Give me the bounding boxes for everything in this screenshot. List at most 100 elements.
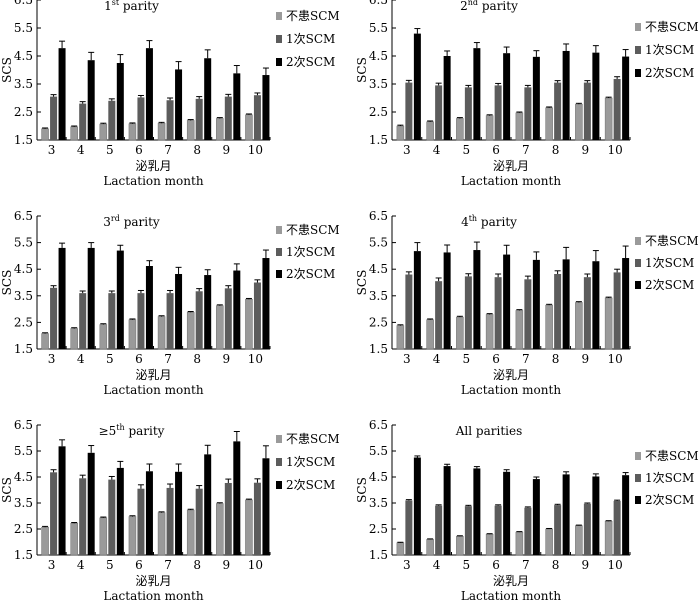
bar-twice-5 bbox=[473, 48, 481, 140]
panel-4: 1.5 2.5 3.5 4.5 5.5 6.5 SCS 3 4 5 6 7 8 9 10 泌乳月Lactati… bbox=[355, 209, 699, 397]
bar-once-10 bbox=[613, 78, 621, 140]
panel-title-rest: parity bbox=[119, 0, 159, 13]
bar-twice-3 bbox=[413, 251, 421, 349]
x-tick-label: 3 bbox=[403, 352, 411, 366]
bar-twice-7 bbox=[175, 69, 183, 140]
x-axis-title-en: Lactation month bbox=[461, 589, 561, 603]
bar-twice-6 bbox=[145, 266, 153, 349]
bar-none-4 bbox=[70, 126, 78, 141]
bar-none-7 bbox=[157, 122, 166, 141]
legend-label-twice: 2次SCM bbox=[286, 478, 335, 492]
bar-none-5 bbox=[456, 118, 464, 141]
panel-2: 1.5 2.5 3.5 4.5 5.5 6.5 SCS 3 4 5 6 7 8 9 10 泌乳月Lactati… bbox=[355, 0, 699, 188]
y-tick-label: 5.5 bbox=[14, 21, 33, 35]
bar-once-7 bbox=[166, 487, 174, 555]
bar-once-9 bbox=[224, 96, 232, 140]
panel-5: 1.5 2.5 3.5 4.5 5.5 6.5 SCS 3 4 5 6 7 8 9 10 泌乳月Lactati… bbox=[0, 418, 340, 603]
x-tick-label: 9 bbox=[222, 558, 230, 572]
legend-label-twice: 2次SCM bbox=[645, 278, 694, 292]
x-axis-title-cn: 泌乳月 bbox=[135, 574, 171, 588]
bar-none-3 bbox=[41, 333, 49, 350]
bar-once-3 bbox=[405, 500, 413, 555]
legend-label-none: 不患SCM bbox=[645, 234, 699, 248]
x-tick-label: 6 bbox=[492, 143, 500, 157]
bar-twice-9 bbox=[592, 476, 600, 555]
bar-once-5 bbox=[464, 87, 472, 140]
bar-twice-8 bbox=[204, 454, 212, 555]
y-axis-title: SCS bbox=[0, 57, 14, 83]
bar-twice-3 bbox=[413, 33, 421, 140]
x-tick-label: 4 bbox=[433, 352, 441, 366]
bar-twice-7 bbox=[532, 259, 540, 349]
panel-1: 1.5 2.5 3.5 4.5 5.5 6.5 SCS 3 4 5 6 7 8 9 10 泌乳月Lactati… bbox=[0, 0, 340, 188]
panel-6: 1.5 2.5 3.5 4.5 5.5 6.5 SCS 3 4 5 6 7 8 9 10 泌乳月Lactati… bbox=[355, 418, 699, 603]
bar-twice-10 bbox=[622, 56, 630, 141]
x-tick-label: 3 bbox=[403, 558, 411, 572]
x-tick-label: 7 bbox=[164, 352, 172, 366]
bar-once-8 bbox=[195, 98, 203, 140]
bar-none-10 bbox=[604, 97, 613, 141]
bar-none-3 bbox=[41, 128, 49, 141]
y-tick-label: 5.5 bbox=[14, 444, 33, 458]
bar-none-5 bbox=[99, 123, 108, 141]
y-tick-label: 2.5 bbox=[369, 522, 388, 536]
legend-label-none: 不患SCM bbox=[286, 9, 340, 23]
legend-swatch-twice bbox=[276, 270, 282, 278]
y-tick-label: 2.5 bbox=[369, 105, 388, 119]
y-tick-label: 5.5 bbox=[369, 444, 388, 458]
bar-once-8 bbox=[554, 82, 562, 140]
legend-label-twice: 2次SCM bbox=[645, 493, 694, 507]
bar-twice-6 bbox=[503, 254, 511, 349]
legend-label-twice: 2次SCM bbox=[286, 267, 335, 281]
bar-once-3 bbox=[50, 472, 58, 555]
bar-twice-7 bbox=[175, 273, 183, 349]
legend: 不患SCM 1次SCM 2次SCM bbox=[635, 234, 699, 292]
x-axis-title-cn: 泌乳月 bbox=[493, 368, 529, 382]
x-tick-label: 5 bbox=[106, 352, 114, 366]
bar-none-4 bbox=[426, 121, 434, 141]
bar-twice-8 bbox=[562, 259, 570, 349]
y-tick-label: 2.5 bbox=[14, 105, 33, 119]
y-tick-label: 1.5 bbox=[369, 342, 388, 356]
legend-swatch-none bbox=[276, 12, 282, 20]
panel-title-sup: rd bbox=[111, 214, 120, 223]
bar-once-8 bbox=[195, 488, 203, 555]
bar-none-3 bbox=[396, 325, 405, 350]
x-tick-label: 8 bbox=[193, 352, 201, 366]
panel-title: 2nd parity bbox=[460, 0, 518, 13]
bar-once-10 bbox=[613, 272, 621, 349]
x-axis-title-cn: 泌乳月 bbox=[135, 368, 171, 382]
bar-once-4 bbox=[79, 478, 87, 555]
bar-twice-7 bbox=[532, 56, 540, 141]
x-tick-label: 7 bbox=[164, 558, 172, 572]
bar-once-5 bbox=[108, 100, 116, 140]
y-tick-label: 1.5 bbox=[14, 133, 33, 147]
bar-once-5 bbox=[108, 479, 116, 555]
x-tick-label: 3 bbox=[48, 352, 56, 366]
legend-swatch-once bbox=[276, 248, 282, 256]
x-axis-title-en: Lactation month bbox=[461, 383, 561, 397]
y-tick-label: 4.5 bbox=[14, 262, 33, 276]
y-tick-label: 4.5 bbox=[14, 49, 33, 63]
x-tick-label: 8 bbox=[552, 143, 560, 157]
bar-twice-9 bbox=[233, 441, 241, 555]
bar-once-6 bbox=[494, 85, 502, 140]
x-tick-label: 9 bbox=[582, 352, 590, 366]
y-tick-label: 1.5 bbox=[369, 548, 388, 562]
bar-once-9 bbox=[224, 288, 232, 349]
y-tick-label: 3.5 bbox=[369, 77, 388, 91]
x-tick-label: 6 bbox=[492, 352, 500, 366]
bar-twice-5 bbox=[473, 468, 481, 555]
x-tick-label: 5 bbox=[463, 352, 471, 366]
bar-once-3 bbox=[50, 287, 58, 349]
x-tick-label: 3 bbox=[48, 558, 56, 572]
panel-title-rest: parity bbox=[478, 0, 518, 13]
bar-once-10 bbox=[253, 482, 261, 555]
bar-twice-4 bbox=[87, 247, 95, 349]
x-axis-title-en: Lactation month bbox=[103, 589, 203, 603]
legend-label-once: 1次SCM bbox=[645, 471, 694, 485]
bar-none-4 bbox=[70, 523, 78, 556]
bar-once-8 bbox=[554, 505, 562, 555]
